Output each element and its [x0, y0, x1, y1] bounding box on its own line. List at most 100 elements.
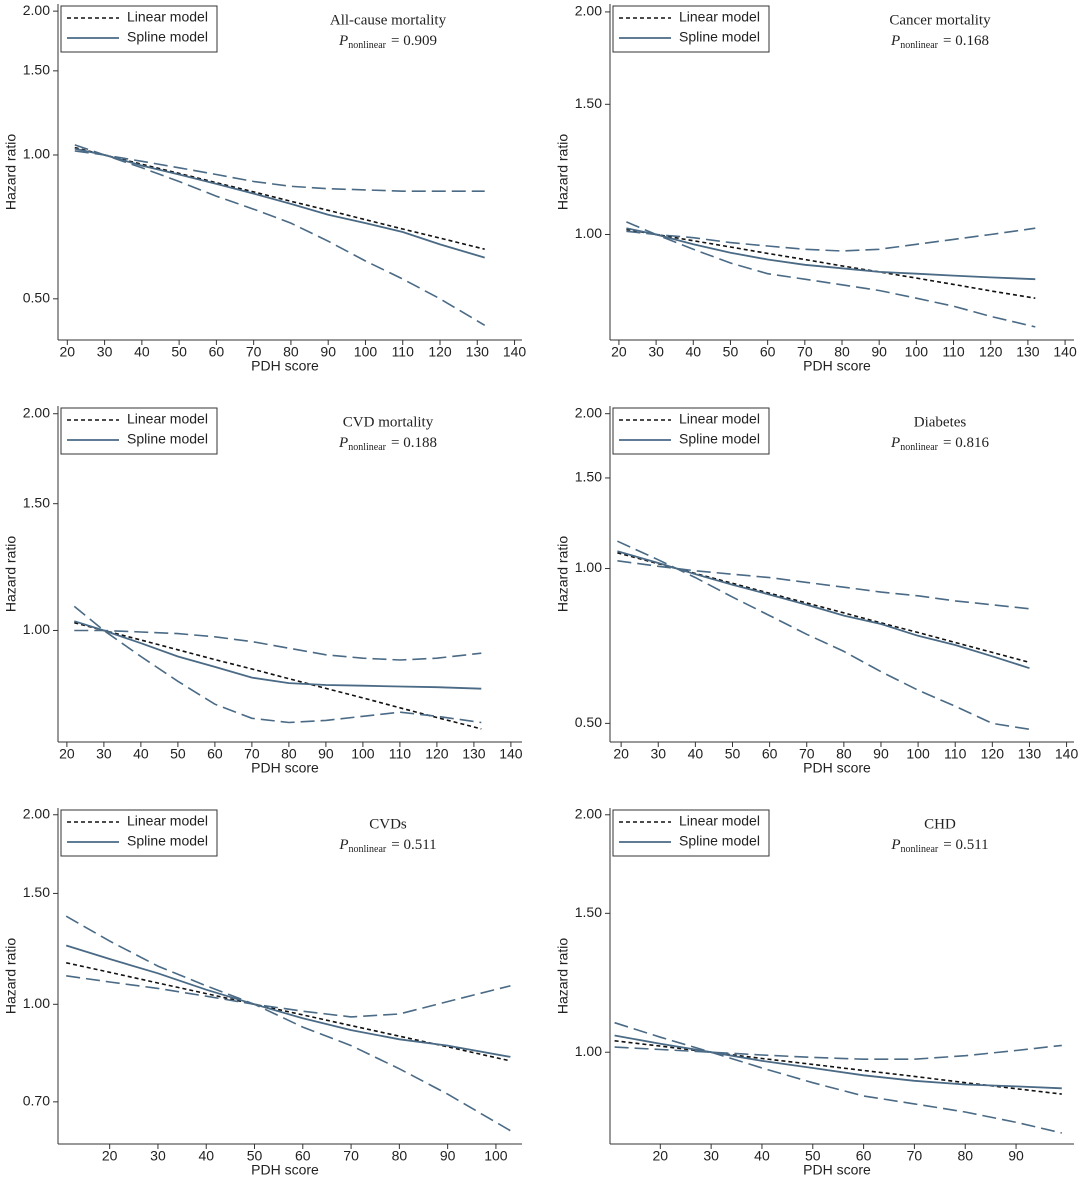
x-tick-label: 50: [171, 344, 187, 360]
x-tick-label: 70: [797, 344, 813, 360]
legend-box: [60, 407, 218, 455]
x-tick-label: 40: [754, 1148, 770, 1164]
legend-label: Linear model: [679, 813, 760, 829]
ci-line: [66, 975, 511, 1018]
ci-line: [73, 605, 482, 724]
x-tick-label: 100: [484, 1148, 508, 1164]
x-tick-label: 80: [283, 344, 299, 360]
ci-line: [614, 1044, 1062, 1060]
y-tick-label: 2.00: [575, 404, 602, 420]
legend-box: [60, 809, 218, 857]
legend-box: [612, 809, 770, 857]
legend-label: Spline model: [679, 833, 760, 849]
p-symbol: P: [890, 837, 900, 853]
x-axis-label: PDH score: [251, 760, 319, 776]
annotation: Pnonlinear = 0.511: [890, 837, 988, 855]
x-tick-label: 120: [979, 344, 1003, 360]
y-tick-label: 1.00: [23, 146, 50, 162]
series-line: [66, 962, 511, 1062]
x-tick-label: 80: [281, 746, 297, 762]
p-value: = 0.168: [943, 33, 989, 49]
y-tick-label: 0.50: [23, 290, 50, 306]
legend-label: Spline model: [679, 431, 760, 447]
legend-box: [60, 5, 218, 53]
x-tick-label: 20: [611, 344, 627, 360]
ci-line: [617, 560, 1030, 610]
x-tick-label: 130: [466, 344, 490, 360]
x-tick-label: 100: [354, 344, 378, 360]
panel: 0.70 1.00 1.50 2.00 20 30 40 50 60 70 80 90 100 PDH s…: [3, 805, 522, 1177]
x-tick-label: 40: [134, 344, 150, 360]
x-axis-label: PDH score: [251, 358, 319, 374]
y-tick-label: 1.50: [23, 62, 50, 78]
legend-label: Linear model: [679, 9, 760, 25]
x-tick-label: 120: [428, 344, 452, 360]
y-tick-label: 1.50: [575, 904, 602, 920]
p-value: = 0.909: [391, 33, 437, 49]
x-tick-label: 20: [653, 1148, 669, 1164]
panel: 1.00 1.50 2.00 20 30 40 50 60 70 80 90 100 110 120 130…: [555, 3, 1077, 374]
p-symbol: P: [890, 435, 900, 451]
x-tick-label: 90: [318, 746, 334, 762]
x-tick-label: 60: [760, 344, 776, 360]
x-tick-label: 50: [725, 746, 741, 762]
legend-label: Spline model: [127, 431, 208, 447]
x-tick-label: 50: [247, 1148, 263, 1164]
x-tick-label: 80: [392, 1148, 408, 1164]
y-axis-label: Hazard ratio: [555, 938, 571, 1014]
x-tick-label: 110: [392, 344, 415, 360]
annotation: Pnonlinear = 0.511: [338, 837, 436, 855]
x-tick-label: 120: [425, 746, 449, 762]
legend-label: Linear model: [127, 411, 208, 427]
y-axis-label: Hazard ratio: [3, 938, 19, 1014]
p-value: = 0.511: [943, 837, 988, 853]
x-tick-label: 70: [799, 746, 815, 762]
x-tick-label: 60: [295, 1148, 311, 1164]
x-tick-label: 130: [1016, 344, 1040, 360]
y-tick-label: 1.00: [575, 1043, 602, 1059]
x-tick-label: 80: [957, 1148, 973, 1164]
ci-line: [74, 144, 486, 326]
legend-box: [612, 5, 770, 53]
p-value: = 0.511: [391, 837, 436, 853]
legend-label: Spline model: [127, 833, 208, 849]
panel: 0.50 1.00 1.50 2.00 20 30 40 50 60 70 80 90 100 110 12…: [555, 404, 1079, 775]
series-line: [74, 146, 485, 250]
panel: 0.50 1.00 1.50 2.00 20 30 40 50 60 70 80 90 100 110 12…: [3, 2, 527, 374]
x-tick-label: 30: [703, 1148, 719, 1164]
y-axis-label: Hazard ratio: [3, 134, 19, 210]
ci-line: [617, 540, 1030, 731]
ci-line: [65, 915, 511, 1132]
x-tick-label: 20: [613, 746, 629, 762]
x-tick-label: 20: [59, 746, 75, 762]
series-line: [614, 1034, 1062, 1090]
legend-label: Linear model: [127, 813, 208, 829]
annotation: Pnonlinear = 0.816: [890, 435, 989, 453]
x-axis-label: PDH score: [251, 1162, 319, 1177]
y-tick-label: 2.00: [23, 404, 50, 420]
x-tick-label: 80: [836, 746, 852, 762]
panel-title: CVD mortality: [343, 414, 434, 430]
x-tick-label: 60: [207, 746, 223, 762]
x-tick-label: 60: [856, 1148, 872, 1164]
series-line: [74, 621, 482, 730]
annotation: Pnonlinear = 0.909: [338, 33, 437, 51]
x-tick-label: 60: [209, 344, 225, 360]
x-tick-label: 30: [97, 344, 113, 360]
p-subscript: nonlinear: [900, 442, 938, 453]
x-tick-label: 140: [1053, 344, 1077, 360]
y-tick-label: 2.00: [575, 805, 602, 821]
y-axis-label: Hazard ratio: [3, 536, 19, 612]
x-tick-label: 80: [834, 344, 850, 360]
x-tick-label: 110: [389, 746, 412, 762]
x-tick-label: 140: [499, 746, 523, 762]
p-subscript: nonlinear: [901, 844, 939, 855]
p-subscript: nonlinear: [348, 442, 386, 453]
ci-line: [614, 1021, 1062, 1134]
x-tick-label: 60: [762, 746, 778, 762]
x-axis-label: PDH score: [803, 1162, 871, 1177]
x-tick-label: 130: [1018, 746, 1042, 762]
ci-line: [626, 227, 1036, 252]
x-tick-label: 90: [871, 344, 887, 360]
x-tick-label: 40: [198, 1148, 214, 1164]
